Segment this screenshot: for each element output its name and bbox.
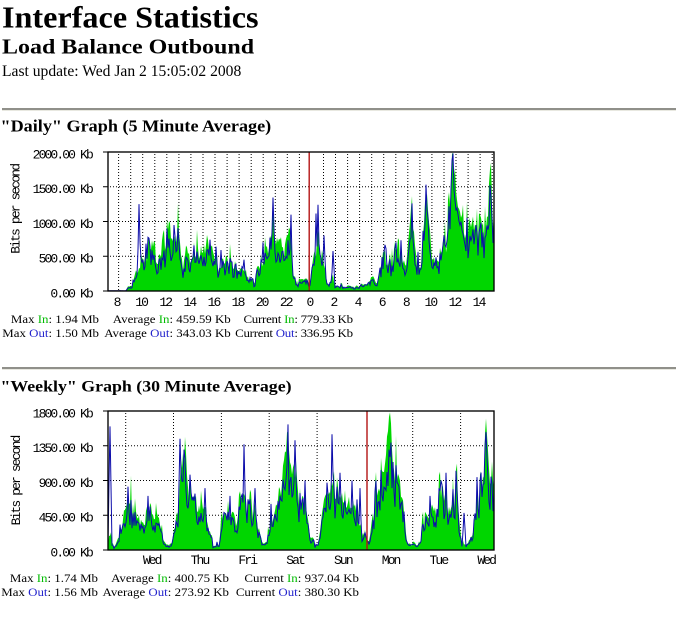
svg-text:2: 2: [331, 295, 338, 310]
svg-text:10: 10: [135, 295, 148, 310]
svg-text:Mon: Mon: [382, 553, 401, 568]
svg-text:10: 10: [424, 295, 437, 310]
svg-text:Tue: Tue: [430, 553, 449, 568]
svg-text:0: 0: [306, 295, 313, 310]
svg-text:22: 22: [280, 295, 293, 310]
svg-text:8: 8: [403, 295, 410, 310]
svg-text:12: 12: [159, 295, 172, 310]
svg-text:18: 18: [232, 295, 245, 310]
svg-text:Bits per second: Bits per second: [9, 436, 24, 526]
svg-text:0.00 Kb: 0.00 Kb: [50, 545, 93, 560]
svg-text:Sat: Sat: [286, 553, 305, 568]
svg-text:2000.00 Kb: 2000.00 Kb: [33, 147, 93, 162]
svg-text:8: 8: [114, 295, 121, 310]
svg-text:1000.00 Kb: 1000.00 Kb: [33, 217, 93, 232]
svg-text:Wed: Wed: [143, 553, 162, 568]
svg-text:500.00 Kb: 500.00 Kb: [39, 252, 93, 267]
svg-text:Fri: Fri: [238, 553, 258, 568]
svg-text:Thu: Thu: [191, 553, 210, 568]
svg-text:450.00 Kb: 450.00 Kb: [39, 511, 93, 526]
svg-text:1500.00 Kb: 1500.00 Kb: [33, 182, 93, 197]
svg-text:0.00 Kb: 0.00 Kb: [50, 286, 93, 301]
svg-text:12: 12: [449, 295, 462, 310]
svg-text:1800.00 Kb: 1800.00 Kb: [33, 406, 93, 421]
svg-text:900.00 Kb: 900.00 Kb: [39, 476, 93, 491]
svg-text:14: 14: [473, 295, 487, 310]
svg-text:1350.00 Kb: 1350.00 Kb: [33, 441, 93, 456]
svg-text:Bits per second: Bits per second: [9, 164, 24, 254]
svg-text:Wed: Wed: [477, 553, 496, 568]
svg-text:14: 14: [183, 295, 197, 310]
svg-text:Sun: Sun: [334, 553, 353, 568]
svg-text:4: 4: [355, 295, 363, 310]
svg-text:6: 6: [379, 295, 386, 310]
svg-text:16: 16: [208, 295, 221, 310]
svg-text:20: 20: [256, 295, 269, 310]
